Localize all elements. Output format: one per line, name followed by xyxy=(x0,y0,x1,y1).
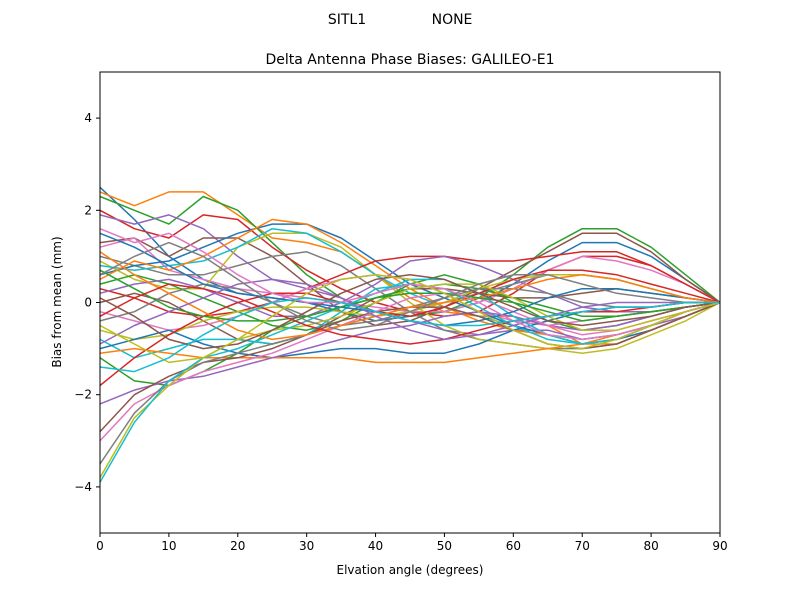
x-tick-label: 90 xyxy=(712,539,727,553)
x-tick-label: 40 xyxy=(368,539,383,553)
x-axis-label: Elvation angle (degrees) xyxy=(337,563,484,577)
x-tick-label: 80 xyxy=(643,539,658,553)
y-axis-label: Bias from mean (mm) xyxy=(50,236,64,367)
x-tick-label: 20 xyxy=(230,539,245,553)
series-line-39 xyxy=(99,274,721,364)
y-tick-label: −4 xyxy=(74,480,92,494)
series-line-32 xyxy=(99,251,721,341)
x-tick-label: 10 xyxy=(161,539,176,553)
series-line-35 xyxy=(99,278,720,345)
series-line-1 xyxy=(99,186,721,322)
x-tick-label: 60 xyxy=(506,539,521,553)
x-tick-label: 70 xyxy=(575,539,590,553)
y-axis-ticks: −4 −2 0 2 4 xyxy=(74,111,100,494)
y-tick-label: 0 xyxy=(84,296,92,310)
y-tick-label: 4 xyxy=(84,111,92,125)
y-tick-label: −2 xyxy=(74,388,92,402)
x-tick-label: 0 xyxy=(96,539,104,553)
series-line-33 xyxy=(99,269,721,322)
suptitle-left: SITL1 xyxy=(328,12,366,28)
x-tick-label: 30 xyxy=(299,539,314,553)
series-line-34 xyxy=(99,283,720,345)
x-tick-label: 50 xyxy=(437,539,452,553)
series-line-40 xyxy=(99,297,720,373)
suptitle-right: NONE xyxy=(432,12,473,28)
chart-title: Delta Antenna Phase Biases: GALILEO-E1 xyxy=(265,52,554,68)
series-line-36 xyxy=(99,274,721,350)
series-line-37 xyxy=(99,228,721,341)
y-tick-label: 2 xyxy=(84,203,92,217)
series-line-38 xyxy=(99,241,720,331)
series-line-25 xyxy=(99,301,721,405)
series-line-8 xyxy=(99,251,721,350)
x-axis-ticks: 0 10 20 30 40 50 60 70 80 90 xyxy=(96,533,728,553)
series-lines xyxy=(99,186,721,483)
